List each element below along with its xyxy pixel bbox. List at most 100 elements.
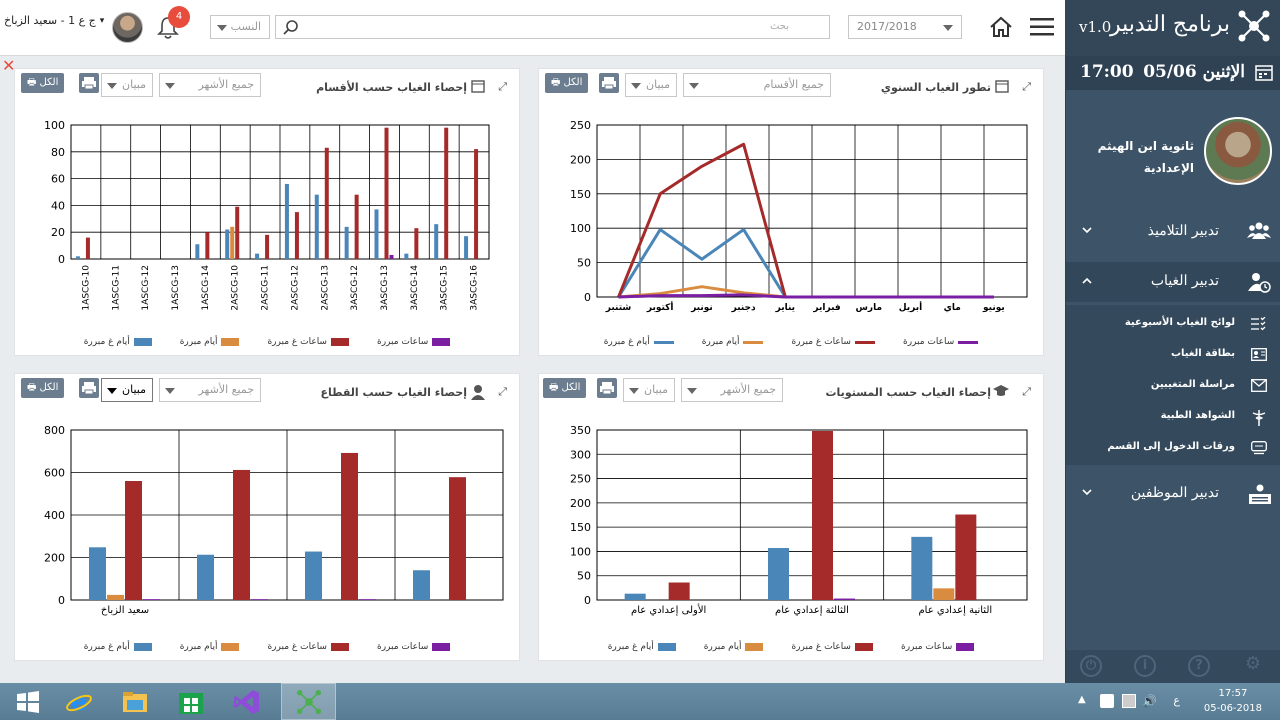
network-icon[interactable] [1122,694,1136,708]
x-tick-label: 1ASCG-14 [201,265,211,311]
y-tick-label: 0 [58,253,65,266]
x-tick-label: 2ASCG-12 [290,265,300,311]
envelope-icon [1251,379,1267,392]
caret-down-icon [217,25,227,31]
filter-select[interactable]: النسب [210,15,270,39]
bar [143,599,160,600]
bar [354,194,359,259]
caret-down-icon [107,388,117,394]
print-button[interactable] [79,378,99,398]
y-tick-label: 350 [570,424,591,437]
caret-down-icon [687,388,697,394]
year-select[interactable]: 2017/2018 [848,15,962,39]
legend-item: أيام غ مبررة [84,642,152,652]
search-input[interactable]: بحث [275,15,830,39]
all-button[interactable]: الكل 🖶 [21,378,65,398]
y-tick-label: 40 [51,199,65,212]
y-tick-label: 0 [584,291,591,304]
bar [933,588,955,600]
months-select[interactable]: جميع الأشهر [159,378,261,402]
subitem-entry-slips[interactable]: ورقات الدخول إلى القسم [1066,433,1280,463]
clock[interactable]: 17:57 05-06-2018 [1203,688,1262,714]
x-tick-label: ماي [944,303,961,313]
nav-absence[interactable]: تدبير الغياب [1066,262,1280,302]
printer-icon [82,77,96,90]
bar [284,183,289,259]
y-tick-label: 400 [44,509,65,522]
y-tick-label: 100 [570,545,591,558]
volume-icon[interactable]: 🔊 [1142,694,1157,708]
internet-explorer-icon[interactable]: e [51,683,106,720]
view-select[interactable]: مبيان [101,378,153,402]
bar [668,582,690,600]
app-title: برنامج التدبير [1110,12,1230,37]
avatar[interactable] [112,12,143,43]
legend-item: ساعات مبررة [377,337,451,347]
info-icon[interactable]: i [1134,655,1156,677]
flag-icon[interactable] [1100,694,1114,708]
bar [294,212,299,259]
absence-submenu: لوائح الغياب الأسبوعية بطاقة الغياب مراس… [1066,305,1280,465]
y-tick-label: 80 [51,146,65,159]
all-button[interactable]: الكل 🖶 [543,378,587,398]
brand-header: برنامج التدبير v1.0 [1065,0,1280,56]
all-button[interactable]: الكل 🖶 [21,73,65,93]
language-indicator[interactable]: ع [1173,694,1180,707]
power-icon[interactable]: ⏻ [1080,655,1102,677]
close-icon[interactable]: ✕ [2,56,16,75]
view-select[interactable]: مبيان [625,73,677,97]
x-tick-label: 2ASCG-10 [231,265,241,311]
chevron-down-icon [1082,489,1092,496]
store-icon[interactable] [163,683,218,720]
view-select[interactable]: مبيان [623,378,675,402]
visual-studio-icon[interactable] [219,683,274,720]
nav-staff[interactable]: تدبير الموظفين [1066,474,1280,514]
tray-chevron-icon[interactable]: ▲ [1078,694,1086,705]
print-button[interactable] [599,73,619,93]
x-tick-label: الثانية إعدادي عام [918,605,992,616]
home-icon[interactable] [988,14,1014,40]
bar [341,452,358,600]
bar [624,593,646,600]
search-icon[interactable] [282,19,300,37]
nav-students[interactable]: تدبير التلاميذ [1066,212,1280,252]
id-card-icon [1251,348,1267,361]
users-group-icon [1247,222,1271,239]
subitem-absence-card[interactable]: بطاقة الغياب [1066,340,1280,370]
panel-title: تطور الغياب السنوي [880,81,991,94]
x-tick-label: شتنبر [605,303,632,313]
help-icon[interactable]: ? [1188,655,1210,677]
months-select[interactable]: جميع الأشهر [681,378,783,402]
expand-icon[interactable]: ⤢ [1022,385,1031,398]
sections-select[interactable]: جميع الأقسام [683,73,831,97]
x-tick-label: 1ASCG-12 [141,265,151,311]
subitem-correspondence[interactable]: مراسلة المتغيبين [1066,371,1280,401]
current-time: 17:00 [1080,62,1134,82]
gear-icon[interactable]: ⚙ [1244,653,1262,674]
all-button[interactable]: الكل 🖶 [545,73,589,93]
expand-icon[interactable]: ⤢ [1022,80,1031,93]
start-button[interactable] [0,683,55,720]
app-taskbar-icon[interactable] [281,683,336,720]
expand-icon[interactable]: ⤢ [498,385,507,398]
caret-down-icon [689,83,699,89]
bar [344,226,349,259]
panel-absence-by-level: الكل 🖶 مبيان جميع الأشهر إحصاء الغياب حسب… [538,373,1044,661]
legend-item: أيام مبررة [180,337,240,347]
printer-icon [600,382,614,395]
chart-yearly-trend: 0 50 100 150 200 250 شتنبر أكتوبر نونبر دجنبر يناي… [570,119,1028,313]
print-button[interactable] [597,378,617,398]
months-select[interactable]: جميع الأشهر [159,73,261,97]
user-menu[interactable]: ▾ ج ع 1 - سعيد الزباخ [4,14,104,27]
subitem-medical-certificates[interactable]: الشواهد الطبية [1066,402,1280,432]
chevron-down-icon: ▾ [99,15,105,26]
print-button[interactable] [79,73,99,93]
expand-icon[interactable]: ⤢ [498,80,507,93]
hamburger-menu-icon[interactable] [1030,17,1054,37]
file-explorer-icon[interactable] [107,683,162,720]
school-name: ثانوية ابن الهيثم الإعدادية [1097,139,1194,175]
view-select[interactable]: مبيان [101,73,153,97]
chart-legend: ساعات مبررة ساعات غ مبررة أيام مبررة أيا… [15,337,519,347]
subitem-weekly-lists[interactable]: لوائح الغياب الأسبوعية [1066,309,1280,339]
bar [314,194,319,259]
